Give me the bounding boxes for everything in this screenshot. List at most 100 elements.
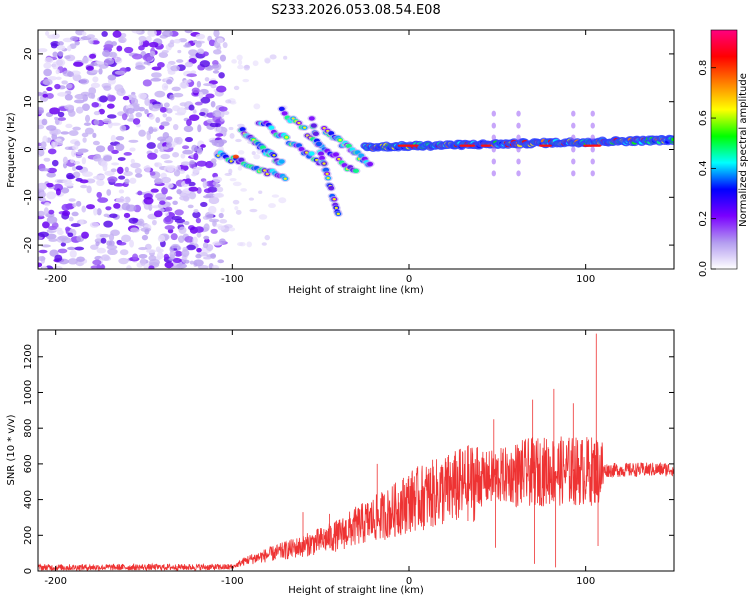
heatmap-blob (188, 186, 199, 192)
heatmap-blob (196, 247, 202, 253)
heatmap-blob (100, 254, 110, 261)
heatmap-blob (174, 209, 184, 216)
heatmap-blob (74, 93, 86, 100)
heatmap-blob (62, 156, 68, 165)
heatmap-blob (153, 210, 163, 218)
heatmap-blob (204, 238, 210, 244)
heatmap-blob (141, 234, 149, 241)
heatmap-blob (64, 182, 74, 187)
heatmap-blob (83, 122, 92, 126)
heatmap-blob (170, 265, 180, 269)
heatmap-blob (114, 70, 126, 75)
heatmap-blob (118, 36, 127, 43)
y-tick-label: 0 (23, 146, 34, 152)
heatmap-blob (128, 217, 138, 224)
heatmap-blob (118, 189, 125, 194)
heatmap-blob (82, 137, 87, 143)
heatmap-blob (218, 72, 225, 79)
heatmap-blob (177, 235, 185, 243)
heatmap-blob (110, 134, 116, 143)
heatmap-blob (90, 244, 99, 250)
heatmap-blob (102, 118, 112, 124)
heatmap-blob (165, 196, 173, 200)
heatmap-blob (169, 250, 177, 258)
heatmap-blob (181, 249, 190, 257)
heatmap-blob (353, 168, 359, 174)
heatmap-blob (172, 257, 182, 264)
heatmap-blob (53, 183, 64, 192)
heatmap-blob (571, 146, 576, 153)
heatmap-blob (38, 147, 43, 155)
heatmap-blob (47, 34, 57, 39)
heatmap-blob (104, 170, 115, 176)
heatmap-x-ticks: -200 -100 0 100 (44, 30, 595, 285)
heatmap-blob (242, 78, 250, 83)
heatmap-blob (571, 110, 576, 117)
heatmap-blob (184, 178, 191, 185)
colorbar-frame (710, 29, 738, 270)
heatmap-blob (38, 91, 43, 97)
heatmap-blob (46, 216, 58, 224)
heatmap-blob (81, 57, 89, 64)
heatmap-blob (174, 250, 183, 257)
heatmap-blob (216, 126, 222, 133)
heatmap-blob (176, 189, 182, 195)
heatmap-blob (96, 208, 102, 216)
heatmap-blob (303, 126, 307, 129)
heatmap-blob (124, 166, 129, 173)
heatmap-blob (38, 249, 48, 254)
heatmap-blob (80, 184, 88, 189)
heatmap-blob (67, 258, 78, 265)
heatmap-blob (173, 137, 180, 144)
heatmap-blob (470, 144, 476, 147)
heatmap-blob (158, 52, 169, 59)
heatmap-blob (217, 139, 228, 144)
heatmap-blob (46, 172, 56, 178)
y-tick-label: 1000 (23, 380, 34, 405)
heatmap-blob (338, 138, 342, 142)
heatmap-blob (258, 190, 263, 194)
heatmap-blob (269, 54, 277, 60)
snr-y-label: SNR (10 * v/v) (6, 414, 17, 485)
heatmap-blob (86, 185, 92, 194)
heatmap-blob (148, 113, 155, 120)
heatmap-blob (229, 133, 235, 139)
heatmap-blob (124, 46, 134, 54)
heatmap-blob (224, 224, 233, 229)
heatmap-blob (194, 101, 203, 106)
heatmap-blob (133, 105, 141, 112)
heatmap-blob (204, 77, 210, 82)
heatmap-x-label: Height of straight line (km) (288, 285, 424, 296)
heatmap-blob (216, 186, 224, 193)
heatmap-marks (38, 30, 674, 269)
heatmap-blob (123, 171, 133, 177)
heatmap-blob (55, 188, 61, 196)
x-tick-label: -200 (44, 274, 67, 285)
heatmap-blob (111, 162, 120, 166)
heatmap-blob (54, 254, 63, 262)
heatmap-blob (155, 117, 161, 123)
heatmap-blob (103, 155, 113, 162)
heatmap-blob (171, 86, 181, 92)
x-tick-label: 0 (406, 274, 412, 285)
heatmap-blob (146, 142, 156, 149)
heatmap-blob (161, 50, 169, 54)
heatmap-blob (217, 259, 225, 264)
y-tick-label: 800 (23, 419, 34, 438)
heatmap-blob (54, 83, 61, 90)
heatmap-blob (148, 41, 159, 48)
heatmap-y-ticks: -20 -10 0 10 20 (23, 48, 674, 253)
heatmap-blob (571, 158, 576, 165)
heatmap-blob (138, 92, 147, 100)
heatmap-blob (106, 103, 115, 109)
heatmap-blob (516, 158, 521, 165)
heatmap-blob (43, 157, 51, 162)
heatmap-blob (159, 200, 166, 205)
heatmap-blob (117, 166, 124, 175)
heatmap-blob (106, 189, 112, 196)
heatmap-blob (96, 179, 105, 187)
heatmap-blob (215, 133, 224, 137)
heatmap-blob (135, 112, 143, 118)
heatmap-blob (96, 61, 105, 65)
heatmap-blob (122, 95, 130, 101)
